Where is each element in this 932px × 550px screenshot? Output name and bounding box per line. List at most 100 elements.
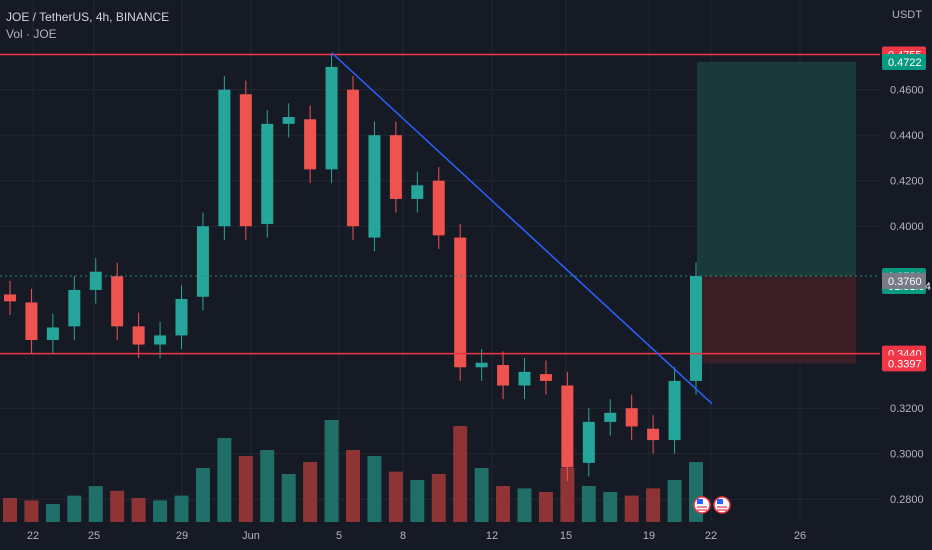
volume-bar bbox=[474, 468, 489, 522]
time-tick-label: 26 bbox=[794, 530, 806, 542]
price-tick-label: 0.3200 bbox=[890, 403, 924, 415]
price-axis[interactable]: 0.4600 0.4400 0.4200 0.4000 0.3200 0.3000 0.28… bbox=[890, 85, 924, 507]
candle-body bbox=[647, 428, 660, 441]
volume-bar bbox=[346, 450, 360, 522]
candle-body bbox=[239, 94, 252, 227]
candle-body bbox=[475, 362, 488, 368]
volume-bar bbox=[538, 492, 553, 522]
candle-body bbox=[304, 119, 317, 170]
volume-bar bbox=[67, 495, 82, 522]
candle-body bbox=[604, 412, 617, 422]
time-tick-label: 22 bbox=[705, 530, 717, 542]
candle-body bbox=[625, 408, 638, 427]
stop-zone bbox=[697, 276, 856, 364]
flag-canton bbox=[717, 499, 723, 504]
candle-body bbox=[154, 335, 167, 345]
trendline bbox=[331, 52, 713, 405]
us-flag-2-icon[interactable] bbox=[713, 496, 731, 514]
event-flags[interactable] bbox=[693, 496, 731, 514]
volume-bar bbox=[24, 500, 39, 522]
candle-body bbox=[454, 237, 467, 368]
candle-body bbox=[411, 185, 424, 199]
position-zones[interactable] bbox=[697, 61, 856, 364]
time-axis[interactable]: 22 25 29 Jun 5 8 12 15 19 22 26 bbox=[27, 530, 806, 542]
candle-body bbox=[347, 89, 359, 227]
volume-bar bbox=[410, 480, 425, 522]
candle-body bbox=[561, 385, 574, 468]
volume-bar bbox=[131, 498, 146, 522]
candle-body bbox=[25, 302, 38, 340]
volume-bar bbox=[45, 504, 60, 522]
candle-body bbox=[539, 374, 552, 381]
chart-legend: JOE / TetherUS, 4h, BINANCE Vol · JOE bbox=[6, 9, 169, 43]
candle-body bbox=[497, 365, 510, 386]
candle-body bbox=[282, 117, 295, 124]
time-tick-label: Jun bbox=[242, 530, 260, 542]
volume-bar bbox=[646, 488, 661, 522]
candle-body bbox=[261, 123, 274, 224]
price-tag bbox=[882, 53, 926, 70]
candle-body bbox=[132, 326, 145, 345]
candle-body bbox=[175, 299, 188, 336]
volume-bars bbox=[3, 420, 703, 522]
candle-body bbox=[432, 180, 445, 236]
time-tick-label: 29 bbox=[176, 530, 188, 542]
volume-bar bbox=[603, 492, 618, 522]
volume-bar bbox=[217, 438, 232, 522]
time-tick-label: 5 bbox=[336, 530, 342, 542]
time-tick-label: 22 bbox=[27, 530, 39, 542]
volume-bar bbox=[88, 486, 103, 522]
price-tag-label: 0.3760 bbox=[888, 276, 922, 288]
price-tick-label: 0.4400 bbox=[890, 130, 924, 142]
us-flag-1-icon[interactable] bbox=[693, 496, 711, 514]
volume-indicator-label[interactable]: Vol · JOE bbox=[6, 27, 57, 41]
volume-bar bbox=[367, 456, 382, 522]
volume-bar bbox=[431, 474, 446, 522]
volume-bar bbox=[3, 498, 17, 522]
volume-bar bbox=[174, 495, 189, 522]
price-tick-label: 0.4200 bbox=[890, 176, 924, 188]
volume-bar bbox=[581, 486, 596, 522]
drawn-lines[interactable] bbox=[0, 52, 880, 405]
volume-bar bbox=[517, 488, 532, 522]
currency-label: USDT bbox=[892, 9, 922, 21]
candle-body bbox=[325, 66, 338, 170]
volume-bar bbox=[667, 480, 682, 522]
volume-bar bbox=[388, 471, 403, 522]
candles bbox=[4, 53, 702, 482]
candle-body bbox=[111, 276, 124, 327]
time-tick-label: 25 bbox=[88, 530, 100, 542]
volume-bar bbox=[453, 426, 468, 522]
time-tick-label: 12 bbox=[486, 530, 498, 542]
price-tick-label: 0.3000 bbox=[890, 449, 924, 461]
volume-bar bbox=[260, 450, 275, 522]
price-tag bbox=[882, 355, 926, 372]
candle-body bbox=[46, 327, 59, 340]
price-tick-label: 0.4000 bbox=[890, 221, 924, 233]
volume-bar bbox=[496, 486, 511, 522]
candle-body bbox=[668, 380, 681, 441]
candle-body bbox=[4, 294, 16, 302]
volume-bar bbox=[281, 474, 296, 522]
time-tick-label: 19 bbox=[643, 530, 655, 542]
price-tag bbox=[882, 272, 926, 289]
candle-body bbox=[196, 226, 209, 297]
symbol-title[interactable]: JOE / TetherUS, 4h, BINANCE bbox=[6, 10, 170, 24]
candle-body bbox=[218, 89, 231, 227]
volume-bar bbox=[560, 468, 575, 522]
volume-bar bbox=[153, 500, 168, 522]
price-tick-label: 0.2800 bbox=[890, 494, 924, 506]
target-zone bbox=[697, 61, 856, 277]
candle-body bbox=[582, 421, 595, 463]
price-tag-label: 0.4722 bbox=[888, 57, 922, 69]
volume-bar bbox=[303, 462, 318, 522]
volume-bar bbox=[238, 456, 253, 522]
price-tags: 0.47550.47220.378101:31:540.37600.34400.… bbox=[882, 46, 931, 372]
volume-bar bbox=[624, 495, 639, 522]
price-tick-label: 0.4600 bbox=[890, 85, 924, 97]
price-tag-label: 0.3397 bbox=[888, 358, 922, 370]
volume-bar bbox=[195, 468, 210, 522]
time-tick-label: 15 bbox=[560, 530, 572, 542]
time-tick-label: 8 bbox=[400, 530, 406, 542]
